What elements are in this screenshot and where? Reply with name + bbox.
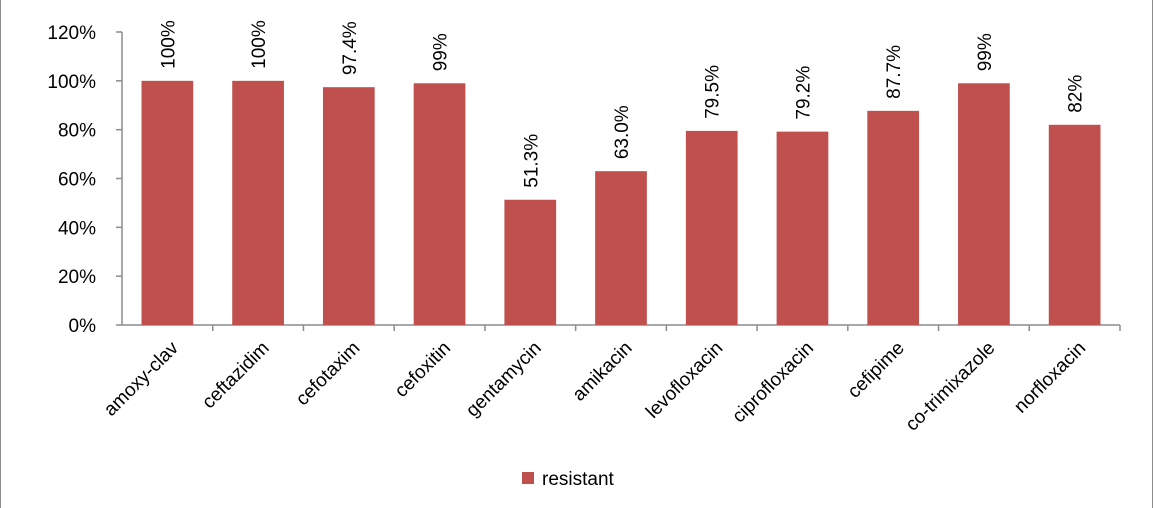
bar-cefotaxim <box>322 87 375 325</box>
bar-cefoxitin <box>413 83 466 326</box>
category-labels: amoxy-clav ceftazidim cefotaxim cefoxitin ge… <box>100 337 1090 435</box>
category-label: ciprofloxacin <box>728 338 818 428</box>
category-label: cefotaxim <box>292 338 364 410</box>
axes: 0% 20% 40% 60% 80% 100% 120% <box>47 23 1121 337</box>
bar-norfloxacin <box>1048 124 1101 326</box>
bar-ciprofloxacin <box>776 131 829 325</box>
y-tick-label: 0% <box>69 316 97 337</box>
bars <box>141 80 1101 326</box>
category-label: ceftazidim <box>198 338 273 413</box>
bar-ceftazidim <box>232 80 284 325</box>
category-label: amikacin <box>569 338 637 406</box>
y-tick-label: 20% <box>58 267 96 288</box>
y-tick-label: 60% <box>58 170 96 191</box>
bar-amoxy-clav <box>141 80 194 325</box>
bar-co-trimixazole <box>958 83 1010 326</box>
category-label: cefoxitin <box>391 338 455 402</box>
data-label: 82% <box>1066 75 1087 113</box>
data-labels: 100% 100% 97.4% 99% 51.3% 63.0% 79.5% 79.2% 87.7… <box>158 20 1086 188</box>
category-label: levofloxacin <box>642 338 727 423</box>
data-label: 100% <box>249 20 270 69</box>
data-label: 63.0% <box>612 105 633 159</box>
category-label: co-trimixazole <box>902 338 1000 436</box>
y-tick-label: 40% <box>58 218 96 239</box>
bar-amikacin <box>595 171 647 325</box>
y-tick-label: 100% <box>47 72 96 93</box>
data-label: 51.3% <box>521 134 542 188</box>
legend-label: resistant <box>542 469 615 490</box>
data-label: 79.2% <box>793 66 814 120</box>
category-label: amoxy-clav <box>100 337 183 420</box>
data-label: 97.4% <box>340 21 361 75</box>
bar-cefipime <box>867 110 920 325</box>
data-label: 100% <box>158 20 179 69</box>
category-label: gentamycin <box>462 338 546 422</box>
data-label: 99% <box>431 33 452 71</box>
bar-gentamycin <box>504 199 557 325</box>
legend-swatch <box>522 472 534 484</box>
data-label: 99% <box>975 33 996 71</box>
bar-levofloxacin <box>685 130 738 325</box>
category-label: norfloxacin <box>1010 338 1090 418</box>
data-label: 87.7% <box>884 45 905 99</box>
y-tick-label: 120% <box>47 23 96 44</box>
legend: resistant <box>522 469 615 490</box>
category-label: cefipime <box>844 338 909 403</box>
data-label: 79.5% <box>703 65 724 119</box>
y-tick-label: 80% <box>58 121 96 142</box>
